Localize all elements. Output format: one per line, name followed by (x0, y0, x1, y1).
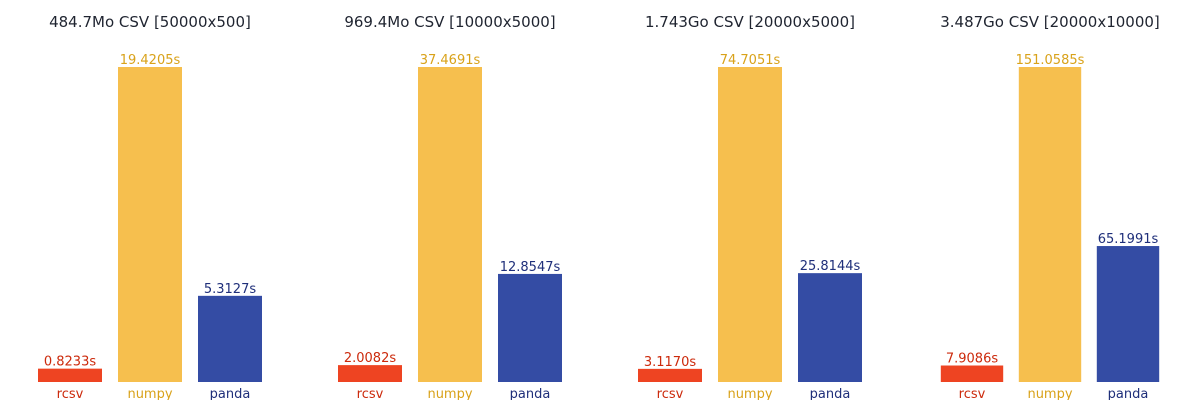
category-label-panda: panda (210, 387, 251, 400)
value-label-panda: 12.8547s (500, 260, 561, 275)
category-label-numpy: numpy (127, 387, 172, 400)
value-label-rcsv: 3.1170s (644, 355, 696, 370)
bar-rcsv (38, 368, 102, 382)
chart-title: 969.4Mo CSV [10000x5000] (344, 13, 555, 31)
category-label-rcsv: rcsv (959, 387, 986, 400)
category-label-rcsv: rcsv (57, 387, 84, 400)
bar-numpy (118, 67, 182, 382)
chart-panel-4: 3.487Go CSV [20000x10000] 7.9086s rcsv 151.… (940, 13, 1160, 400)
category-label-panda: panda (510, 387, 551, 400)
bar-rcsv (638, 368, 702, 382)
value-label-numpy: 37.4691s (420, 53, 481, 68)
value-label-panda: 5.3127s (204, 282, 256, 297)
value-label-numpy: 19.4205s (120, 53, 181, 68)
chart-title: 484.7Mo CSV [50000x500] (49, 13, 251, 31)
bar-numpy (418, 67, 482, 382)
value-label-panda: 25.8144s (800, 259, 861, 274)
value-label-rcsv: 7.9086s (946, 352, 998, 367)
value-label-rcsv: 2.0082s (344, 351, 396, 366)
bar-panda (798, 273, 862, 382)
category-label-panda: panda (810, 387, 851, 400)
category-label-numpy: numpy (427, 387, 472, 400)
category-label-numpy: numpy (727, 387, 772, 400)
bar-rcsv (338, 365, 402, 382)
chart-panel-1: 484.7Mo CSV [50000x500] 0.8233s rcsv 19.420… (38, 13, 262, 400)
bar-panda (198, 295, 262, 382)
value-label-numpy: 151.0585s (1016, 53, 1085, 68)
chart-panel-2: 969.4Mo CSV [10000x5000] 2.0082s rcsv 37.46… (338, 13, 562, 400)
chart-title: 1.743Go CSV [20000x5000] (645, 13, 855, 31)
chart-panel-3: 1.743Go CSV [20000x5000] 3.1170s rcsv 74.70… (638, 13, 862, 400)
category-label-numpy: numpy (1027, 387, 1072, 400)
bar-panda (498, 273, 562, 382)
category-label-panda: panda (1108, 387, 1149, 400)
value-label-panda: 65.1991s (1098, 232, 1159, 247)
bar-rcsv (940, 365, 1004, 382)
value-label-numpy: 74.7051s (720, 53, 781, 68)
chart-title: 3.487Go CSV [20000x10000] (940, 13, 1160, 31)
category-label-rcsv: rcsv (657, 387, 684, 400)
value-label-rcsv: 0.8233s (44, 355, 96, 370)
bar-panda (1096, 246, 1160, 382)
bar-numpy (718, 67, 782, 382)
category-label-rcsv: rcsv (357, 387, 384, 400)
bar-numpy (1018, 67, 1082, 382)
